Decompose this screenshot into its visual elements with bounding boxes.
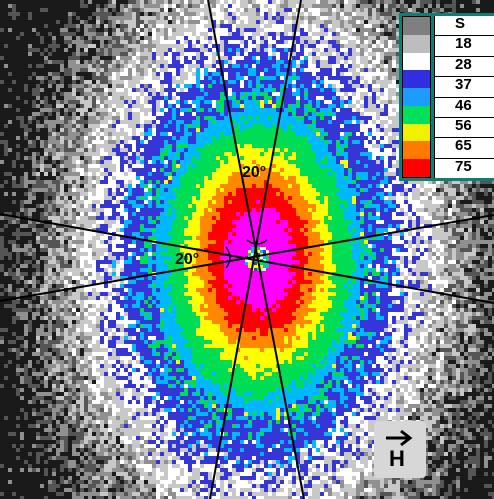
legend-value: 75 xyxy=(455,158,472,175)
legend-swatch xyxy=(403,123,430,142)
field-label: H xyxy=(389,446,405,471)
top-angle-label: 20° xyxy=(242,164,266,181)
legend-value-column: S 18 28 37 46 56 65 75 xyxy=(434,16,494,178)
legend-swatch xyxy=(403,88,430,106)
left-angle-label: 20° xyxy=(175,251,199,268)
legend-value: 18 xyxy=(435,36,494,57)
legend-swatch xyxy=(403,141,430,160)
left-angle-arc xyxy=(225,246,231,269)
legend-swatch-column xyxy=(402,16,431,178)
legend-swatch xyxy=(403,105,430,124)
line-shallow-b xyxy=(0,214,494,302)
field-direction-badge: H xyxy=(374,421,426,478)
legend-value: 28 xyxy=(435,57,494,78)
legend-value: 56 xyxy=(435,118,494,139)
legend-value: 65 xyxy=(435,138,494,159)
legend-value: S xyxy=(435,16,494,37)
legend-swatch xyxy=(403,159,430,178)
right-arrow-icon xyxy=(386,429,413,447)
legend-swatch xyxy=(403,34,430,53)
legend-swatch xyxy=(403,52,430,71)
legend-swatch xyxy=(403,70,430,89)
legend-swatch xyxy=(403,17,430,35)
legend-value: 37 xyxy=(435,77,494,98)
legend-value: 46 xyxy=(435,98,494,118)
top-angle-arc xyxy=(246,239,268,245)
color-scale-legend: S 18 28 37 46 56 65 75 xyxy=(399,13,494,181)
line-steep-b xyxy=(209,0,302,499)
